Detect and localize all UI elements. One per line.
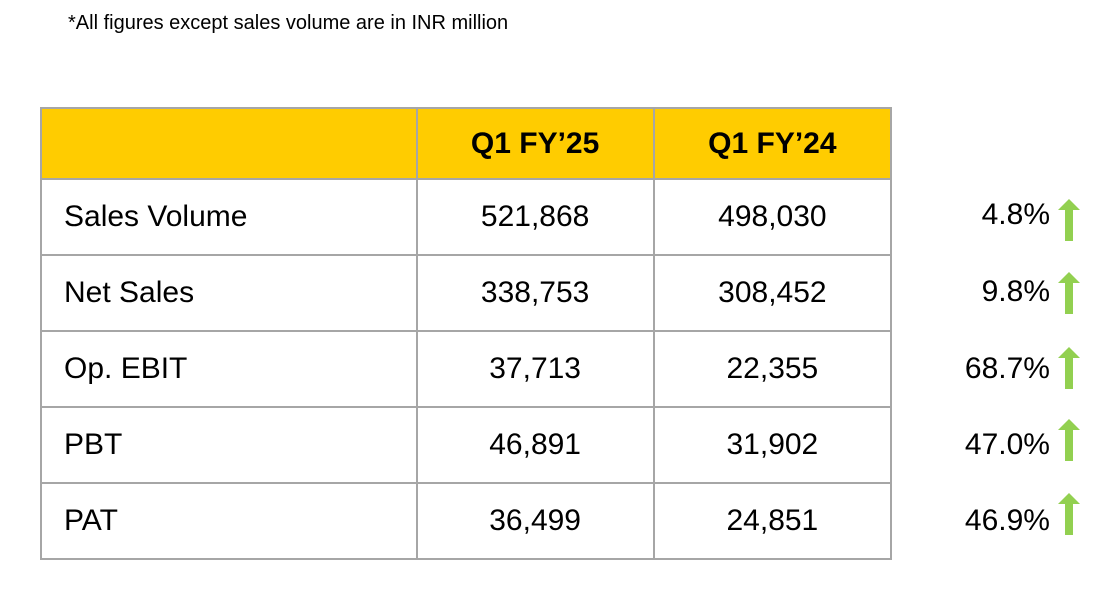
row-label: PBT: [40, 406, 418, 484]
change-percent: 4.8%: [981, 198, 1050, 231]
header-q1fy25: Q1 FY’25: [415, 107, 655, 180]
table-row: Op. EBIT 37,713 22,355: [40, 330, 893, 408]
up-arrow-icon: [1058, 347, 1080, 389]
results-table: Q1 FY’25 Q1 FY’24 Sales Volume 521,868 498…: [40, 107, 893, 560]
header-blank: [40, 107, 418, 180]
q1fy25-value: 521,868: [415, 178, 655, 256]
q1fy24-value: 22,355: [652, 330, 893, 408]
q1fy24-value: 24,851: [652, 482, 893, 560]
table-row: Net Sales 338,753 308,452: [40, 254, 893, 332]
row-label: PAT: [40, 482, 418, 560]
q1fy24-value: 31,902: [652, 406, 893, 484]
change-percent: 47.0%: [964, 428, 1050, 461]
table-row: Sales Volume 521,868 498,030: [40, 178, 893, 256]
header-row: Q1 FY’25 Q1 FY’24: [40, 107, 893, 180]
header-q1fy24: Q1 FY’24: [652, 107, 893, 180]
q1fy25-value: 338,753: [415, 254, 655, 332]
q1fy25-value: 46,891: [415, 406, 655, 484]
row-label: Net Sales: [40, 254, 418, 332]
up-arrow-icon: [1058, 272, 1080, 314]
up-arrow-icon: [1058, 419, 1080, 461]
footnote: *All figures except sales volume are in …: [68, 12, 509, 34]
table-row: PBT 46,891 31,902: [40, 406, 893, 484]
change-percent: 9.8%: [981, 275, 1050, 308]
q1fy24-value: 498,030: [652, 178, 893, 256]
q1fy25-value: 37,713: [415, 330, 655, 408]
change-percent: 68.7%: [964, 352, 1050, 385]
q1fy24-value: 308,452: [652, 254, 893, 332]
row-label: Op. EBIT: [40, 330, 418, 408]
table-row: PAT 36,499 24,851: [40, 482, 893, 560]
change-percent: 46.9%: [964, 504, 1050, 537]
row-label: Sales Volume: [40, 178, 418, 256]
up-arrow-icon: [1058, 199, 1080, 241]
q1fy25-value: 36,499: [415, 482, 655, 560]
up-arrow-icon: [1058, 493, 1080, 535]
